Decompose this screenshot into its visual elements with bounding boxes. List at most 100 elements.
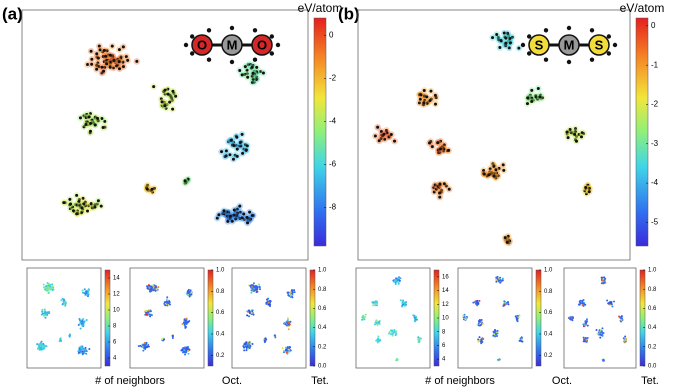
point xyxy=(287,294,290,297)
colorbar xyxy=(639,269,646,367)
point xyxy=(39,348,42,351)
point xyxy=(184,326,187,329)
point xyxy=(261,71,265,75)
point xyxy=(584,192,588,196)
point xyxy=(80,206,84,210)
point xyxy=(250,214,254,218)
point xyxy=(77,200,81,204)
point xyxy=(228,214,232,218)
point xyxy=(430,145,434,149)
atom xyxy=(221,34,243,56)
point xyxy=(361,315,364,318)
point xyxy=(392,330,395,333)
point xyxy=(264,337,267,340)
point xyxy=(432,186,436,190)
point xyxy=(389,132,393,136)
atom-label: M xyxy=(227,37,238,52)
point xyxy=(163,92,167,96)
point xyxy=(375,322,378,325)
point xyxy=(96,61,100,65)
point xyxy=(80,347,83,350)
point xyxy=(496,174,500,178)
point xyxy=(121,60,125,64)
point xyxy=(244,148,248,152)
point xyxy=(417,339,420,342)
atom-label: M xyxy=(564,37,575,52)
point xyxy=(478,320,481,323)
point xyxy=(245,72,249,76)
colorbar xyxy=(535,269,542,367)
point xyxy=(510,35,514,39)
point xyxy=(493,333,496,336)
point xyxy=(374,323,377,326)
point xyxy=(418,97,422,101)
colorbar xyxy=(104,269,111,367)
point xyxy=(146,345,149,348)
plot-frame xyxy=(457,267,533,369)
point xyxy=(97,65,101,69)
point xyxy=(226,219,230,223)
point xyxy=(63,301,66,304)
tick-label: 0 xyxy=(651,21,656,30)
tick-label: 1.0 xyxy=(216,268,225,274)
plot-frame xyxy=(563,267,637,369)
point xyxy=(289,296,292,299)
tick-label: 0.8 xyxy=(648,287,657,293)
point xyxy=(285,324,288,327)
point xyxy=(150,289,153,292)
point xyxy=(491,36,495,40)
point xyxy=(85,293,88,296)
point xyxy=(255,288,258,291)
point xyxy=(47,282,50,285)
point xyxy=(401,302,404,305)
point xyxy=(238,68,242,72)
tick-label: -8 xyxy=(329,202,337,211)
point xyxy=(166,92,170,96)
point xyxy=(568,316,571,319)
point xyxy=(495,333,498,336)
atom-label: S xyxy=(595,37,604,52)
point xyxy=(480,338,483,341)
point xyxy=(495,280,498,283)
point xyxy=(71,209,75,213)
point xyxy=(518,314,521,317)
point xyxy=(77,349,80,352)
axis-label: # of neighbors xyxy=(95,375,165,387)
tick-label: 0.8 xyxy=(318,287,327,293)
point xyxy=(87,293,90,296)
point xyxy=(148,313,151,316)
point xyxy=(79,349,82,352)
point xyxy=(482,172,486,176)
atom xyxy=(251,34,273,56)
point xyxy=(89,121,93,125)
point xyxy=(228,216,232,220)
point xyxy=(186,321,189,324)
point xyxy=(520,340,523,343)
tick-label: -6 xyxy=(329,159,337,168)
point xyxy=(495,276,498,279)
point xyxy=(182,347,185,350)
point xyxy=(595,328,598,331)
point xyxy=(246,345,249,348)
point xyxy=(444,184,448,188)
point xyxy=(245,341,248,344)
point xyxy=(245,349,248,352)
point xyxy=(96,56,100,60)
point xyxy=(497,166,501,170)
dot xyxy=(566,59,572,65)
point xyxy=(521,338,524,341)
point xyxy=(253,289,256,292)
point-cloud xyxy=(567,276,627,362)
dot xyxy=(543,28,549,33)
point xyxy=(232,140,236,144)
tick-label: 12 xyxy=(113,292,120,298)
point xyxy=(147,284,150,287)
point xyxy=(375,319,378,322)
point xyxy=(86,120,90,124)
point xyxy=(480,339,483,342)
point xyxy=(601,327,604,330)
point xyxy=(45,311,48,314)
tick-label: -2 xyxy=(651,100,659,109)
point xyxy=(502,168,506,172)
